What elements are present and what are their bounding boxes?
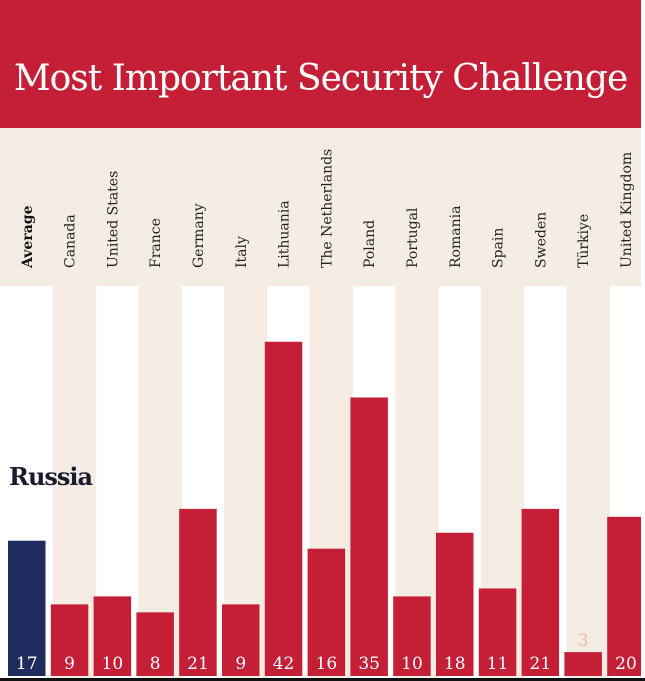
category-labels: Average Canada United States France Germany I… bbox=[20, 149, 635, 269]
category-label-spain: Spain bbox=[491, 228, 507, 268]
bottom-rule bbox=[0, 678, 645, 681]
title-banner: Most Important Security Challenge bbox=[0, 0, 641, 128]
value-label-the-netherlands: 16 bbox=[316, 654, 338, 674]
bar-turkiye bbox=[564, 652, 602, 676]
column-bands bbox=[52, 128, 610, 681]
category-label-canada: Canada bbox=[63, 214, 79, 268]
category-label-germany: Germany bbox=[191, 203, 207, 268]
band-france bbox=[138, 128, 182, 681]
bar-lithuania bbox=[264, 341, 303, 676]
value-label-lithuania: 42 bbox=[273, 654, 295, 674]
category-label-the-netherlands: The Netherlands bbox=[319, 149, 335, 268]
value-label-france: 8 bbox=[150, 654, 161, 674]
bar-united-kingdom bbox=[607, 516, 641, 676]
bar-poland bbox=[350, 397, 388, 676]
value-label-poland: 35 bbox=[358, 654, 380, 674]
value-label-united-states: 10 bbox=[102, 654, 124, 674]
bar-germany bbox=[179, 508, 217, 676]
category-label-turkiye: Türkiye bbox=[576, 214, 592, 268]
bar-france bbox=[136, 612, 174, 676]
value-label-average: 17 bbox=[16, 654, 38, 674]
category-label-france: France bbox=[148, 218, 164, 268]
bar-romania bbox=[436, 532, 474, 676]
category-label-average: Average bbox=[20, 205, 36, 269]
value-labels: 17 9 10 8 21 9 42 16 35 10 18 11 21 3 20 bbox=[16, 631, 637, 674]
category-label-united-states: United States bbox=[105, 171, 121, 268]
category-label-sweden: Sweden bbox=[533, 212, 549, 268]
bar-united-states bbox=[93, 596, 132, 676]
value-label-turkiye: 3 bbox=[578, 631, 589, 651]
right-edge bbox=[641, 0, 645, 681]
bars bbox=[8, 341, 641, 676]
value-label-germany: 21 bbox=[187, 654, 209, 674]
bar-the-netherlands bbox=[307, 548, 346, 676]
chart-title: Most Important Security Challenge bbox=[13, 58, 629, 99]
band-italy bbox=[224, 128, 268, 681]
band-portugal bbox=[395, 128, 439, 681]
series-label-russia: Russia bbox=[9, 462, 93, 491]
band-canada bbox=[52, 128, 97, 681]
value-label-portugal: 10 bbox=[401, 654, 423, 674]
band-turkiye bbox=[566, 128, 610, 681]
category-label-romania: Romania bbox=[448, 206, 464, 268]
bar-canada bbox=[50, 604, 89, 676]
value-label-romania: 18 bbox=[444, 654, 466, 674]
value-label-united-kingdom: 20 bbox=[615, 654, 637, 674]
value-label-sweden: 21 bbox=[530, 654, 552, 674]
category-label-portugal: Portugal bbox=[405, 207, 421, 268]
value-label-spain: 11 bbox=[487, 654, 509, 674]
category-label-italy: Italy bbox=[234, 236, 250, 268]
category-label-united-kingdom: United Kingdom bbox=[619, 152, 635, 268]
bar-portugal bbox=[393, 596, 431, 676]
bar-sweden bbox=[521, 508, 560, 676]
value-label-italy: 9 bbox=[235, 654, 246, 674]
bar-italy bbox=[222, 604, 260, 676]
bar-average bbox=[8, 540, 46, 676]
category-label-poland: Poland bbox=[362, 220, 378, 268]
category-label-lithuania: Lithuania bbox=[277, 200, 293, 268]
bar-spain bbox=[478, 588, 517, 676]
value-label-canada: 9 bbox=[64, 654, 75, 674]
